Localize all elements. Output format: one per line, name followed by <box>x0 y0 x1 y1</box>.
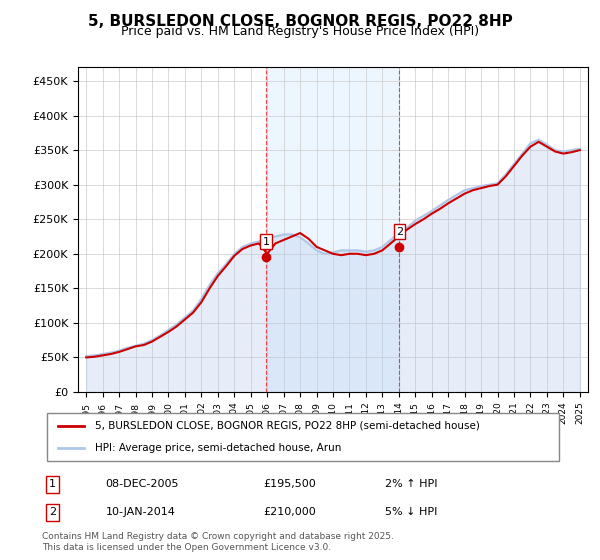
Line: HPI: Average price, semi-detached house, Arun: HPI: Average price, semi-detached house,… <box>86 140 580 356</box>
Text: 2: 2 <box>49 507 56 517</box>
Text: Contains HM Land Registry data © Crown copyright and database right 2025.
This d: Contains HM Land Registry data © Crown c… <box>42 532 394 552</box>
Bar <box>266 67 400 392</box>
Text: £195,500: £195,500 <box>264 479 317 489</box>
HPI: Average price, semi-detached house, Arun: (2e+03, 1.35e+05): Average price, semi-detached house, Arun… <box>198 295 205 302</box>
HPI: Average price, semi-detached house, Arun: (2.01e+03, 2.18e+05): Average price, semi-detached house, Arun… <box>256 238 263 245</box>
HPI: Average price, semi-detached house, Arun: (2.02e+03, 3.52e+05): Average price, semi-detached house, Arun… <box>576 146 583 152</box>
Text: 1: 1 <box>262 236 269 246</box>
Text: 08-DEC-2005: 08-DEC-2005 <box>106 479 179 489</box>
HPI: Average price, semi-detached house, Arun: (2.01e+03, 2.05e+05): Average price, semi-detached house, Arun… <box>346 247 353 254</box>
5, BURSLEDON CLOSE, BOGNOR REGIS, PO22 8HP (semi-detached house) <box>256 240 263 247</box>
HPI: Average price, semi-detached house, Arun: (2.01e+03, 2.1e+05): Average price, semi-detached house, Arun… <box>379 244 386 250</box>
HPI: Average price, semi-detached house, Arun: (2.02e+03, 3.3e+05): Average price, semi-detached house, Arun… <box>511 161 518 167</box>
Text: HPI: Average price, semi-detached house, Arun: HPI: Average price, semi-detached house,… <box>95 443 341 453</box>
Text: £210,000: £210,000 <box>264 507 317 517</box>
Line: 5, BURSLEDON CLOSE, BOGNOR REGIS, PO22 8HP (semi-detached house): 5, BURSLEDON CLOSE, BOGNOR REGIS, PO22 8… <box>86 142 580 357</box>
HPI: Average price, semi-detached house, Arun: (2e+03, 1.08e+05): Average price, semi-detached house, Arun… <box>181 314 188 321</box>
Text: 5% ↓ HPI: 5% ↓ HPI <box>385 507 437 517</box>
5, BURSLEDON CLOSE, BOGNOR REGIS, PO22 8HP (semi-detached house) <box>198 299 205 306</box>
5, BURSLEDON CLOSE, BOGNOR REGIS, PO22 8HP (semi-detached house) <box>576 147 583 153</box>
5, BURSLEDON CLOSE, BOGNOR REGIS, PO22 8HP (semi-detached house) <box>83 354 90 361</box>
Text: 2% ↑ HPI: 2% ↑ HPI <box>385 479 438 489</box>
Text: 2: 2 <box>396 226 403 236</box>
5, BURSLEDON CLOSE, BOGNOR REGIS, PO22 8HP (semi-detached house) <box>379 247 386 254</box>
HPI: Average price, semi-detached house, Arun: (2.02e+03, 3.65e+05): Average price, semi-detached house, Arun… <box>535 137 542 143</box>
Text: 10-JAN-2014: 10-JAN-2014 <box>106 507 175 517</box>
Text: 5, BURSLEDON CLOSE, BOGNOR REGIS, PO22 8HP (semi-detached house): 5, BURSLEDON CLOSE, BOGNOR REGIS, PO22 8… <box>95 421 479 431</box>
5, BURSLEDON CLOSE, BOGNOR REGIS, PO22 8HP (semi-detached house) <box>511 162 518 169</box>
5, BURSLEDON CLOSE, BOGNOR REGIS, PO22 8HP (semi-detached house) <box>535 138 542 145</box>
Text: 1: 1 <box>49 479 56 489</box>
Text: 5, BURSLEDON CLOSE, BOGNOR REGIS, PO22 8HP: 5, BURSLEDON CLOSE, BOGNOR REGIS, PO22 8… <box>88 14 512 29</box>
5, BURSLEDON CLOSE, BOGNOR REGIS, PO22 8HP (semi-detached house) <box>346 250 353 257</box>
HPI: Average price, semi-detached house, Arun: (2e+03, 5.2e+04): Average price, semi-detached house, Arun… <box>83 353 90 360</box>
Text: Price paid vs. HM Land Registry's House Price Index (HPI): Price paid vs. HM Land Registry's House … <box>121 25 479 38</box>
5, BURSLEDON CLOSE, BOGNOR REGIS, PO22 8HP (semi-detached house) <box>181 316 188 323</box>
FancyBboxPatch shape <box>47 413 559 461</box>
